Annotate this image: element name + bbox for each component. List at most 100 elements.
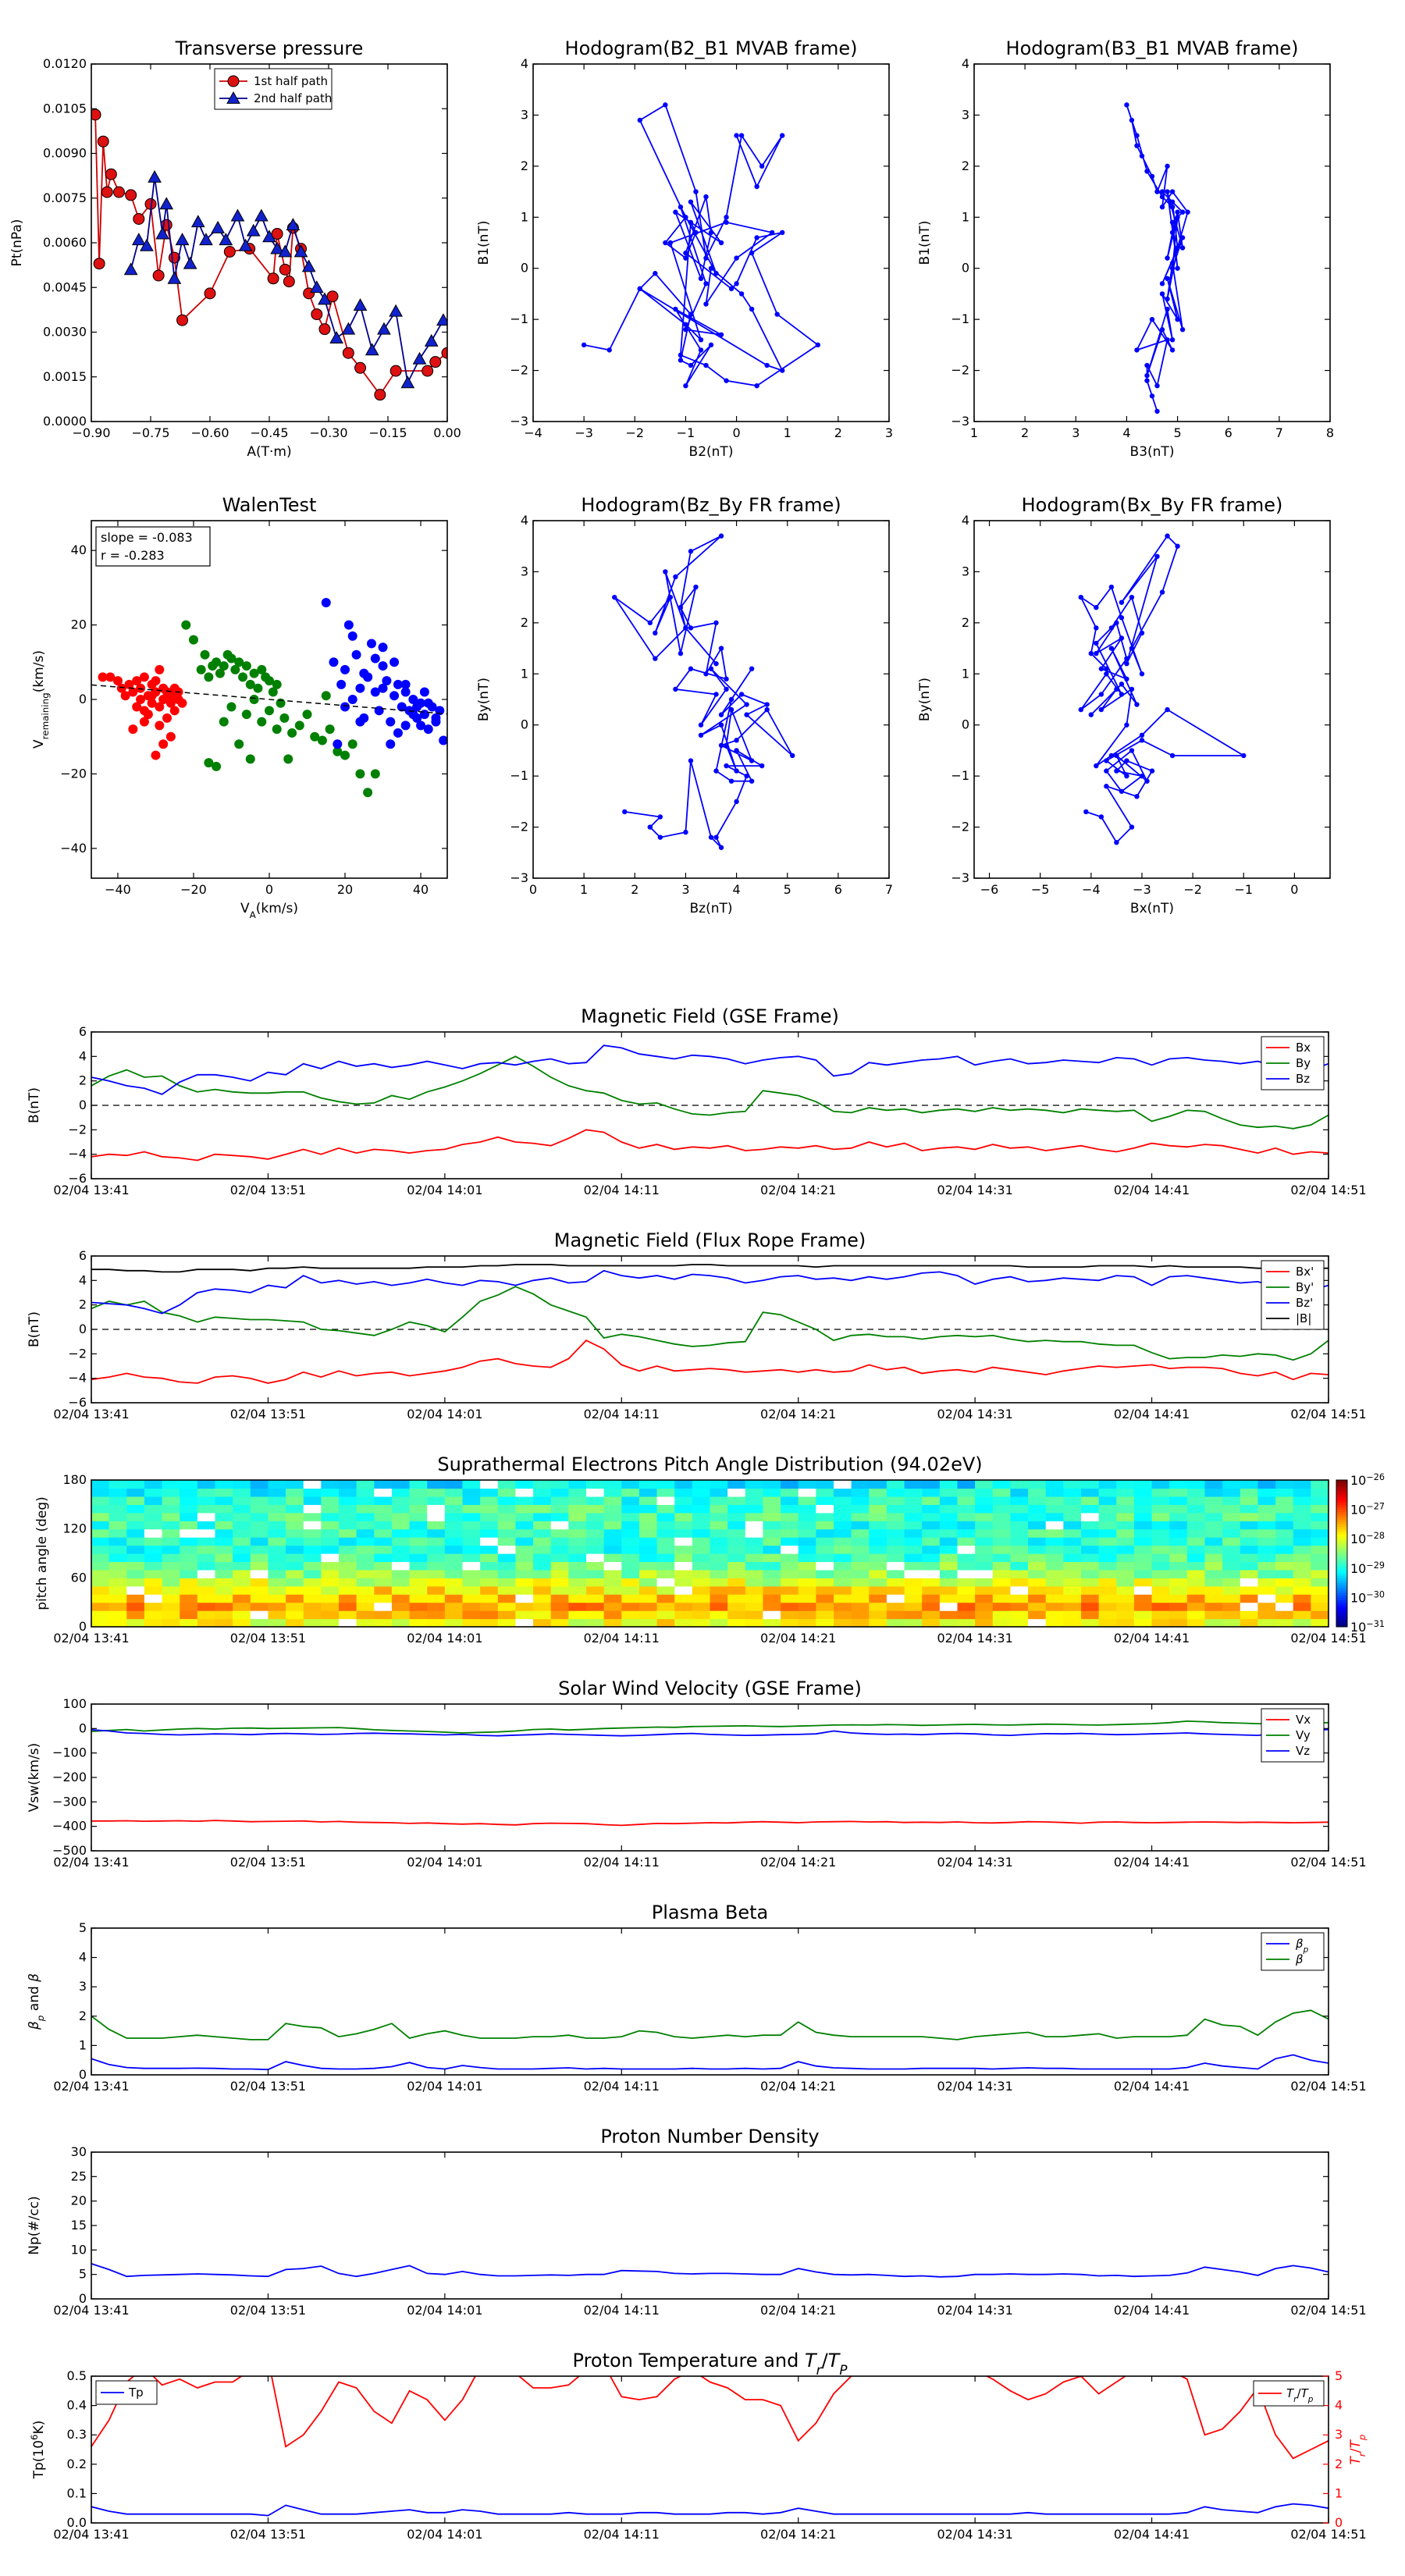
y-tick-label: −2 — [951, 820, 969, 834]
heatmap-cell — [409, 1537, 428, 1546]
heatmap-cell — [233, 1521, 251, 1530]
heatmap-cell — [303, 1545, 322, 1554]
heatmap-cell — [851, 1496, 870, 1505]
colorbar-step — [1336, 1585, 1347, 1589]
heatmap-cell — [162, 1602, 180, 1611]
heatmap-cell — [391, 1569, 411, 1578]
heatmap-cell — [568, 1521, 587, 1530]
heatmap-cell — [1311, 1585, 1329, 1595]
colorbar-step — [1336, 1617, 1347, 1621]
heatmap-cell — [603, 1545, 622, 1554]
heatmap-cell — [781, 1521, 799, 1530]
heatmap-cell — [710, 1480, 728, 1489]
heatmap-cell — [1222, 1496, 1241, 1505]
heatmap-cell — [462, 1496, 481, 1505]
heatmap-cell — [904, 1504, 923, 1514]
heatmap-cell — [374, 1561, 393, 1571]
colorbar-step — [1336, 1565, 1347, 1569]
heatmap-cell — [975, 1585, 994, 1595]
data-point — [1154, 189, 1160, 194]
legend-label: Vx — [1296, 1713, 1311, 1727]
heatmap-cell — [851, 1618, 870, 1628]
heatmap-cell — [321, 1594, 340, 1603]
x-tick-label: 02/04 14:41 — [1114, 2079, 1190, 2094]
data-point — [703, 362, 709, 368]
heatmap-cell — [1010, 1618, 1029, 1628]
heatmap-cell — [1204, 1528, 1223, 1538]
chart-title: Plasma Beta — [652, 1902, 768, 1923]
heatmap-cell — [851, 1537, 870, 1546]
heatmap-cell — [1151, 1521, 1170, 1530]
heatmap-cell — [603, 1594, 622, 1603]
heatmap-cell — [391, 1602, 411, 1611]
data-point — [1094, 650, 1099, 656]
data-point — [424, 333, 439, 347]
heatmap-cell — [1169, 1578, 1188, 1587]
data-point — [693, 229, 699, 236]
y-tick-label: −3 — [510, 870, 528, 885]
data-point — [1129, 646, 1135, 651]
y-tick-label: 60 — [71, 1570, 87, 1585]
colorbar-step — [1336, 1524, 1347, 1528]
colorbar-step — [1336, 1496, 1347, 1500]
heatmap-cell — [1133, 1512, 1153, 1521]
heatmap-cell — [126, 1585, 145, 1595]
heatmap-cell — [638, 1496, 658, 1505]
colorbar-label: 10−29 — [1350, 1560, 1385, 1576]
heatmap-cell — [727, 1610, 746, 1620]
heatmap-cell — [1028, 1594, 1047, 1603]
data-point — [1144, 362, 1150, 368]
heatmap-cell — [1240, 1553, 1259, 1563]
heatmap-cell — [1257, 1553, 1276, 1563]
y-tick-label: −1 — [951, 311, 969, 326]
heatmap-cell — [1010, 1480, 1029, 1489]
data-point — [1119, 635, 1125, 641]
heatmap-cell — [409, 1569, 428, 1578]
heatmap-cell — [427, 1578, 446, 1587]
heatmap-cell — [992, 1528, 1012, 1538]
heatmap-cell — [180, 1569, 198, 1578]
heatmap-cell — [621, 1545, 640, 1554]
heatmap-cell — [497, 1594, 517, 1603]
x-tick-label: 02/04 13:41 — [53, 1855, 129, 1870]
heatmap-cell — [939, 1537, 959, 1546]
heatmap-cell — [763, 1537, 781, 1546]
heatmap-cell — [1311, 1545, 1329, 1554]
data-point — [265, 676, 274, 686]
x-tick-label: 4 — [1122, 425, 1130, 440]
colorbar-step — [1336, 1610, 1347, 1613]
heatmap-cell — [939, 1585, 959, 1595]
x-tick-label: 4 — [732, 882, 740, 897]
heatmap-cell — [798, 1537, 816, 1546]
heatmap-cell — [533, 1528, 552, 1538]
heatmap-cell — [409, 1553, 428, 1563]
heatmap-cell — [763, 1528, 781, 1538]
colorbar-step — [1336, 1548, 1347, 1552]
x-tick-label: 02/04 14:21 — [760, 2303, 836, 2318]
heatmap-cell — [1010, 1496, 1029, 1505]
heatmap-cell — [992, 1545, 1012, 1554]
heatmap-cell — [710, 1585, 728, 1595]
heatmap-cell — [1186, 1618, 1206, 1628]
heatmap-cell — [550, 1545, 569, 1554]
y-tick-label: 20 — [71, 617, 87, 632]
x-tick-label: −0.90 — [72, 425, 110, 440]
data-point — [1149, 316, 1155, 322]
heatmap-cell — [321, 1561, 340, 1571]
colorbar-step — [1336, 1621, 1347, 1625]
y2-tick-label: 2 — [1335, 2457, 1343, 2471]
heatmap-cell — [1311, 1512, 1329, 1521]
data-point — [718, 533, 724, 539]
data-point — [749, 306, 755, 312]
heatmap-cell — [904, 1496, 923, 1505]
heatmap-cell — [286, 1512, 304, 1521]
x-tick-label: 02/04 14:21 — [760, 1407, 836, 1421]
heatmap-cell — [851, 1528, 870, 1538]
heatmap-cell — [816, 1569, 834, 1578]
heatmap-cell — [869, 1602, 887, 1611]
heatmap-cell — [126, 1537, 145, 1546]
heatmap-cell — [781, 1561, 799, 1571]
y-tick-label: 4 — [521, 513, 528, 528]
heatmap-cell — [462, 1504, 481, 1514]
